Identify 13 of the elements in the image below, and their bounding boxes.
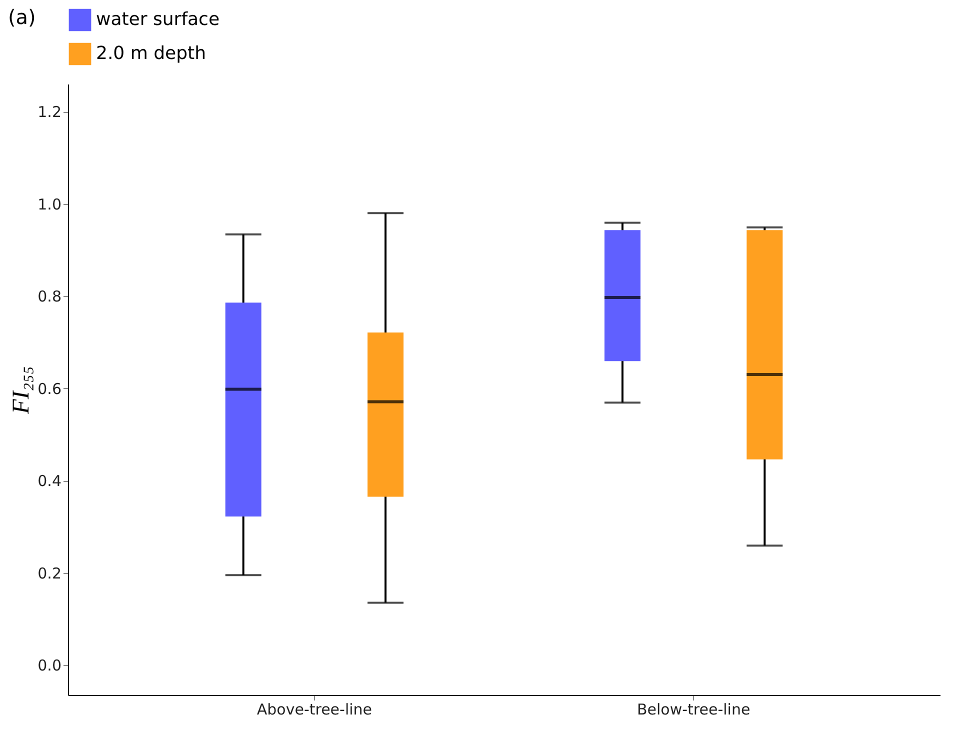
y-axis-title: FI₂₅₅ — [8, 366, 35, 415]
text: (a) — [8, 5, 36, 29]
y-tick-label: 0.0 — [38, 656, 62, 675]
y-tick-label: 1.0 — [38, 195, 62, 214]
x-tick-label: Below-tree-line — [636, 700, 750, 718]
legend-label: water surface — [96, 9, 220, 30]
legend-label: 2.0 m depth — [96, 43, 206, 64]
y-tick-label: 0.2 — [38, 564, 62, 582]
y-tick-label: 0.8 — [38, 288, 62, 306]
x-tick-label: Above-tree-line — [256, 700, 372, 718]
y-tick-label: 0.6 — [38, 380, 62, 398]
y-tick-label: 0.4 — [38, 472, 62, 490]
y-tick-label: 1.2 — [38, 103, 62, 122]
